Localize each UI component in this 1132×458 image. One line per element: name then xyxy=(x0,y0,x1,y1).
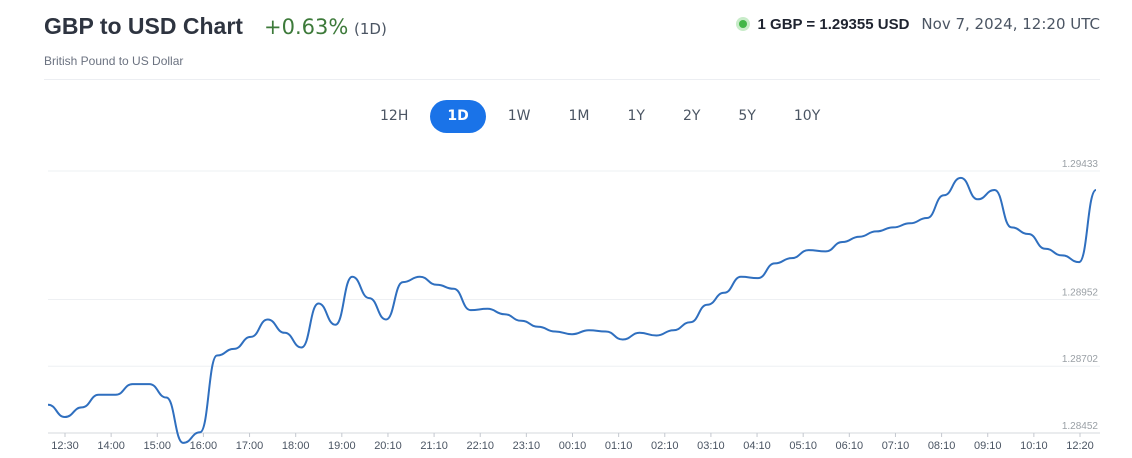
x-tick-label: 06:10 xyxy=(836,440,864,452)
x-tick-label: 01:10 xyxy=(605,440,633,452)
x-tick-label: 00:10 xyxy=(559,440,587,452)
rate-info: 1 GBP = 1.29355 USD Nov 7, 2024, 12:20 U… xyxy=(738,15,1100,33)
x-tick-label: 18:00 xyxy=(282,440,310,452)
change-period: (1D) xyxy=(354,20,387,38)
change-percent: +0.63% xyxy=(264,15,349,39)
series-line xyxy=(47,176,1097,444)
x-tick-label: 12:30 xyxy=(51,440,79,452)
period-5y-button[interactable]: 5Y xyxy=(738,108,756,124)
page-title: GBP to USD Chart xyxy=(44,13,243,39)
x-tick-label: 14:00 xyxy=(97,440,125,452)
x-tick-label: 04:10 xyxy=(743,440,771,452)
x-tick-label: 07:10 xyxy=(882,440,910,452)
y-tick-label: 1.28952 xyxy=(1062,287,1099,298)
x-tick-label: 05:10 xyxy=(789,440,817,452)
current-rate: 1 GBP = 1.29355 USD xyxy=(757,15,910,33)
x-tick-label: 20:10 xyxy=(374,440,402,452)
y-tick-label: 1.28452 xyxy=(1062,421,1099,432)
x-tick-label: 22:10 xyxy=(466,440,494,452)
header-divider xyxy=(44,79,1100,80)
period-2y-button[interactable]: 2Y xyxy=(682,108,701,124)
period-1d-button[interactable]: 1D xyxy=(430,100,486,133)
price-chart[interactable]: 1.29433 1.28952 1.28702 1.28452 12:30 14:00 15… xyxy=(0,150,1132,458)
period-12h-button[interactable]: 12H xyxy=(380,108,409,124)
x-tick-label: 23:10 xyxy=(513,440,541,452)
x-tick-label: 12:20 xyxy=(1066,440,1094,452)
x-tick-label: 16:00 xyxy=(190,440,218,452)
x-tick-label: 10:10 xyxy=(1020,440,1048,452)
period-1m-button[interactable]: 1M xyxy=(568,108,590,124)
live-indicator-icon xyxy=(738,20,747,28)
period-10y-button[interactable]: 10Y xyxy=(793,108,821,124)
x-tick-label: 15:00 xyxy=(144,440,172,452)
x-tick-label: 08:10 xyxy=(928,440,956,452)
period-1y-button[interactable]: 1Y xyxy=(627,108,645,124)
y-tick-label: 1.28702 xyxy=(1062,354,1099,365)
page-subtitle: British Pound to US Dollar xyxy=(44,54,184,68)
x-tick-label: 02:10 xyxy=(651,440,679,452)
x-tick-label: 21:10 xyxy=(420,440,448,452)
x-tick-label: 09:10 xyxy=(974,440,1002,452)
rate-datetime: Nov 7, 2024, 12:20 UTC xyxy=(921,15,1100,33)
x-tick-label: 03:10 xyxy=(697,440,725,452)
period-selector: 12H 1D 1W 1M 1Y 2Y 5Y 10Y xyxy=(364,100,836,133)
x-tick-label: 19:00 xyxy=(328,440,356,452)
y-tick-label: 1.29433 xyxy=(1062,159,1099,170)
period-1w-button[interactable]: 1W xyxy=(507,108,531,124)
x-tick-label: 17:00 xyxy=(236,440,264,452)
